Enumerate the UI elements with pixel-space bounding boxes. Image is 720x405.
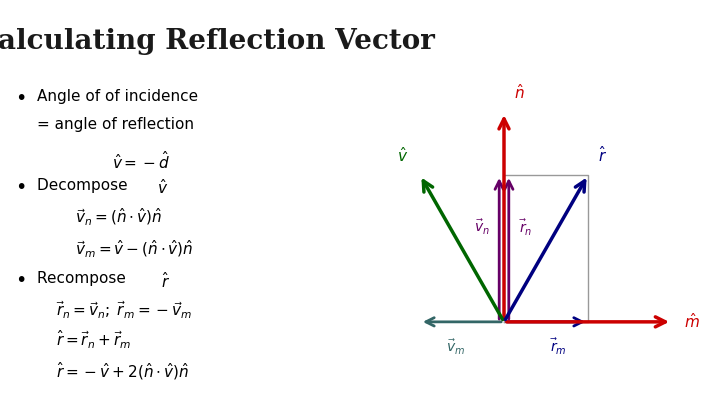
Text: •: • [15,89,27,108]
Text: $\hat{r} = -\hat{v} + 2(\hat{n} \cdot \hat{v})\hat{n}$: $\hat{r} = -\hat{v} + 2(\hat{n} \cdot \h… [56,360,189,382]
Text: $\vec{v}_n$: $\vec{v}_n$ [474,218,490,237]
Text: $\vec{v}_n = (\hat{n} \cdot \hat{v})\hat{n}$: $\vec{v}_n = (\hat{n} \cdot \hat{v})\hat… [75,207,162,228]
Text: $\hat{r} = \vec{r}_n + \vec{r}_m$: $\hat{r} = \vec{r}_n + \vec{r}_m$ [56,328,132,351]
Text: Decompose: Decompose [37,178,138,193]
Text: $\vec{v}_m = \hat{v} - (\hat{n} \cdot \hat{v})\hat{n}$: $\vec{v}_m = \hat{v} - (\hat{n} \cdot \h… [75,239,194,260]
Text: $\vec{r}_n = \vec{v}_n;\; \vec{r}_m = -\vec{v}_m$: $\vec{r}_n = \vec{v}_n;\; \vec{r}_m = -\… [56,300,193,321]
Text: Angle of of incidence: Angle of of incidence [37,89,199,104]
Text: = angle of reflection: = angle of reflection [37,117,194,132]
Text: •: • [15,178,27,197]
Text: $\hat{r}$: $\hat{r}$ [598,145,607,164]
Text: Recompose: Recompose [37,271,136,286]
Text: $\vec{r}_n$: $\vec{r}_n$ [519,217,532,237]
Text: $\hat{v}$: $\hat{v}$ [157,178,168,197]
Text: $\hat{v} = -\hat{d}$: $\hat{v} = -\hat{d}$ [112,150,171,172]
Text: $\hat{r}$: $\hat{r}$ [161,271,170,291]
Text: $\hat{m}$: $\hat{m}$ [684,312,700,331]
Text: $\vec{r}_m$: $\vec{r}_m$ [549,337,567,357]
Text: •: • [15,271,27,290]
Text: $\hat{v}$: $\hat{v}$ [397,146,408,164]
Text: $\vec{v}_m$: $\vec{v}_m$ [446,337,466,356]
Text: $\hat{n}$: $\hat{n}$ [513,83,524,102]
Text: Calculating Reflection Vector: Calculating Reflection Vector [0,28,436,55]
